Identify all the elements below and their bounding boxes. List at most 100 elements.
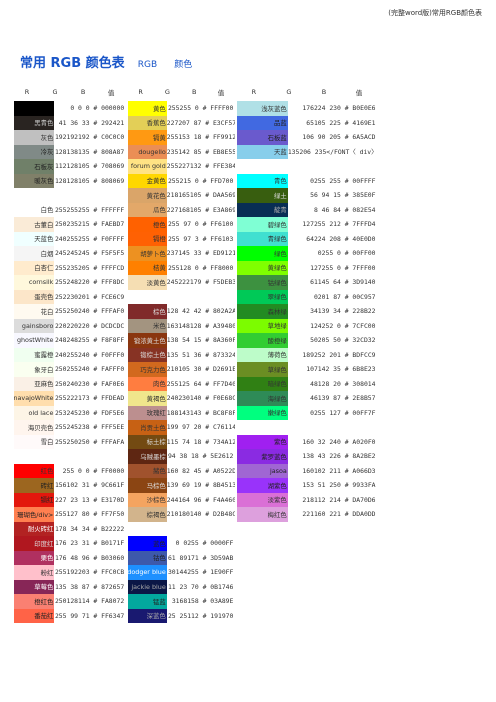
column-header-cell: G	[286, 88, 294, 96]
color-values: 94 38 18 # 5E2612	[167, 452, 234, 461]
color-row: 钴色 61 89171 # 3D59AB	[128, 550, 235, 565]
color-row: 锻浓黄土色 138 54 15 # 8A360F	[128, 333, 235, 348]
color-swatch: 耐火砖红	[14, 521, 55, 536]
color-values: 106 90 205 # 6A5ACD	[302, 133, 376, 142]
color-row: 翠绿色 0201 87 # 00C957	[237, 289, 377, 304]
title-row: 常用 RGB 颜色表 RGB 颜色	[20, 52, 192, 71]
color-swatch: 金黄色	[128, 173, 167, 188]
color-swatch: 象牙白	[14, 362, 55, 377]
color-row: 紫色 160 32 240 # A020F0	[237, 434, 377, 449]
color-swatch: 栗色	[14, 550, 55, 565]
color-row: 米色 163148128 # A39480	[128, 318, 235, 333]
color-swatch: 绿土	[237, 188, 288, 203]
color-values: 245222179 # F5DEB3	[166, 278, 236, 287]
color-swatch: 草莓色	[14, 579, 55, 594]
color-swatch: 青色	[237, 173, 288, 188]
color-row: 桔黄 255128 0 # FF8000	[128, 260, 235, 275]
color-swatch: 米色	[128, 318, 167, 333]
color-swatch: 石板灰	[14, 159, 55, 174]
color-values: 138 43 226 # 8A2BE2	[302, 452, 376, 461]
color-swatch: 砖红	[14, 478, 55, 493]
color-values: 127255 212 # 7FFFD4	[302, 220, 376, 229]
color-swatch: 暖灰色	[14, 173, 55, 188]
color-row: 橙红色 250128114 # FA8072	[14, 594, 126, 609]
color-swatch: 黄绿色	[237, 260, 288, 275]
color-values: 227207 87 # E3CF57	[166, 118, 236, 127]
color-row: 石板灰 112128105 # 708069	[14, 159, 126, 174]
color-values: 255 99 71 # FF6347	[54, 611, 125, 620]
color-swatch: 红色	[14, 463, 55, 478]
color-values: 235142 85 # EB8E55	[166, 147, 236, 156]
color-values: 248248255 # F8F8FF	[54, 336, 125, 345]
color-row: 镉红 227 23 13 # E3170D	[14, 492, 126, 507]
color-row: 海贝壳色 255245238 # FFF5EE	[14, 420, 126, 435]
color-row: 青绿色 64224 208 # 40E0D0	[237, 231, 377, 246]
color-row: 草地绿 124252 0 # 7CFC00	[237, 318, 377, 333]
color-values: 46139 87 # 2E8B57	[310, 394, 376, 403]
color-swatch: 酸橙绿	[237, 333, 288, 348]
color-swatch: dougello	[128, 144, 167, 159]
column-header-cell: 值	[107, 89, 117, 97]
color-row: 浅灰蓝色 176224 230 # B0E0E6	[237, 101, 377, 116]
color-values: 218112 214 # DA70D6	[302, 495, 376, 504]
subtitle-rgb: RGB	[137, 60, 158, 70]
color-row: 梅红色 221160 221 # DDA0DD	[237, 507, 377, 522]
color-swatch: 紫罗蓝色	[237, 449, 288, 464]
column-header-cell: 值	[217, 89, 227, 97]
page-title: 常用 RGB 颜色表	[20, 56, 125, 71]
color-row: gainsboro 220220220 # DCDCDC	[14, 318, 126, 333]
color-row: 肖贡土色 199 97 20 # C76114	[128, 420, 235, 435]
color-values: 56 94 15 # 385E0F	[310, 191, 376, 200]
color-values: 30144255 # 1E90FF	[167, 568, 234, 577]
color-values: 255255 0 # FFFF00	[167, 104, 234, 113]
color-row: 胡萝卜色 237145 33 # ED9121	[128, 246, 235, 261]
color-values: 65105 225 # 4169E1	[306, 118, 376, 127]
color-values: 34139 34 # 228B22	[310, 307, 376, 316]
color-values: 135 38 87 # 872657	[54, 582, 125, 591]
color-swatch: 锰蓝	[128, 594, 167, 609]
color-values: 176224 230 # B0E0E6	[302, 104, 376, 113]
color-swatch	[14, 449, 55, 464]
color-values: 220220220 # DCDCDC	[54, 321, 125, 330]
color-values: 255248220 # FFF8DC	[54, 278, 125, 287]
color-swatch: 淡紫色	[237, 492, 288, 507]
color-values: 135 51 36 # 873324	[166, 350, 236, 359]
color-swatch: 钴色	[128, 550, 167, 565]
color-values: 188143143 # BC8F8F	[166, 408, 236, 417]
color-values: 250255240 # FAFFF0	[54, 365, 125, 374]
color-swatch: 浅灰蓝色	[237, 101, 288, 116]
color-swatch: 蓝色	[128, 536, 167, 551]
color-row: jasoa 160102 211 # A066D3	[237, 463, 377, 478]
color-values: 255127 80 # FF7F50	[54, 510, 125, 519]
color-row: 海绿色 46139 87 # 2E8B57	[237, 391, 377, 406]
color-row: 灰色 192192192 # C0C0C0	[14, 130, 126, 145]
color-row: 沙棕色 244164 96 # F4A460	[128, 492, 235, 507]
color-values: 160 82 45 # A0522D	[166, 466, 236, 475]
color-values: 0255 127 # 00FF7F	[310, 408, 376, 417]
color-row: 蓝色 0 0255 # 0000FF	[128, 536, 235, 551]
color-values: 112128105 # 708069	[54, 162, 125, 171]
color-row: 淡黄色 245222179 # F5DEB3	[128, 275, 235, 290]
color-swatch: 草绿色	[237, 362, 288, 377]
color-row: 湖紫色 153 51 250 # 9933FA	[237, 478, 377, 493]
color-row: 0 0 0 # 000000	[14, 101, 126, 116]
color-row: 天蓝色 240255255 # F0FFFF	[14, 231, 126, 246]
color-swatch: 番茄红	[14, 608, 55, 623]
color-values: 255250240 # FFFAF0	[54, 307, 125, 316]
color-values: 255227132 # FFE384	[166, 162, 236, 171]
color-swatch: 森林绿	[237, 304, 288, 319]
color-row: 草绿色 107142 35 # 6B8E23	[237, 362, 377, 377]
color-swatch: 胡萝卜色	[128, 246, 167, 261]
color-values: 255235205 # FFFFCD	[54, 263, 125, 272]
color-swatch: 乌贼墨棕	[128, 449, 167, 464]
color-swatch: 桔黄	[128, 260, 167, 275]
color-swatch: 古董白	[14, 217, 55, 232]
color-swatch: 镉红	[14, 492, 55, 507]
column-header-cell: B	[80, 88, 88, 96]
color-swatch: 薄荷色	[237, 347, 288, 362]
color-row: 淡紫色 218112 214 # DA70D6	[237, 492, 377, 507]
color-swatch: 湖紫色	[237, 478, 288, 493]
color-row: 亚麻色 250240230 # FAF0E6	[14, 376, 126, 391]
color-values: 135206 235</FONT〈 div〉 # 87CEEB	[287, 148, 378, 157]
